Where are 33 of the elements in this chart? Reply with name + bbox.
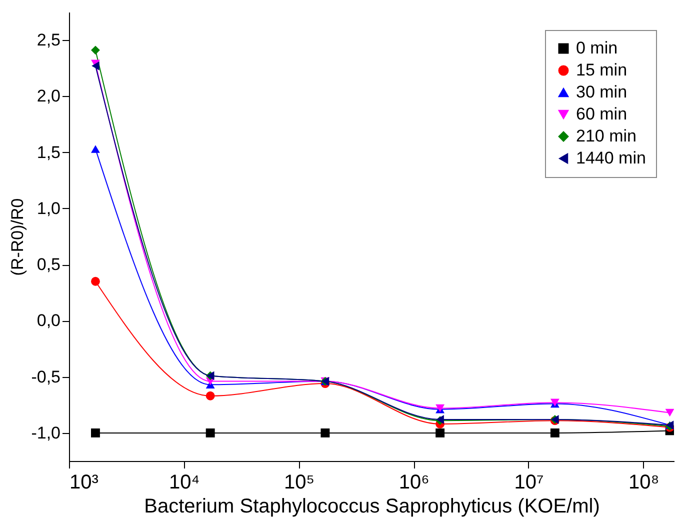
- x-tick-label: 10⁶: [398, 472, 430, 494]
- x-tick-label: 10³: [70, 472, 99, 494]
- point: [206, 391, 215, 400]
- y-tick-label: 1,5: [36, 142, 60, 162]
- point: [206, 428, 215, 438]
- x-tick-label: 10⁴: [168, 472, 200, 494]
- y-tick-label: -0,5: [31, 367, 60, 386]
- point: [91, 145, 100, 153]
- point: [91, 276, 100, 286]
- y-tick-label: 2,0: [36, 86, 60, 106]
- point: [550, 428, 560, 438]
- y-tick-label: 1,0: [36, 198, 60, 218]
- point: [320, 428, 330, 438]
- point: [91, 428, 100, 438]
- x-tick-label: 10⁵: [284, 472, 314, 494]
- x-tick-label: 10⁷: [514, 472, 544, 494]
- legend-label: 15 min: [576, 60, 628, 80]
- point: [92, 61, 100, 70]
- point: [665, 408, 674, 417]
- legend-label: 1440 min: [576, 148, 646, 168]
- y-tick-label: 2,5: [36, 30, 60, 50]
- y-axis-title: (R-R0)/R0: [8, 198, 28, 276]
- point: [436, 428, 445, 438]
- x-tick-label: 10⁸: [628, 472, 660, 494]
- y-tick-label: -1,0: [31, 423, 60, 442]
- y-tick-label: 0,5: [36, 255, 60, 274]
- legend-label: 210 min: [576, 126, 636, 146]
- point: [91, 46, 100, 55]
- legend-label: 60 min: [576, 104, 628, 124]
- y-tick-label: 0,0: [36, 311, 60, 330]
- legend-label: 30 min: [576, 82, 628, 102]
- x-axis-title: Bacterium Staphylococcus Saprophyticus (KOE/ml): [144, 496, 600, 518]
- legend-label: 0 min: [576, 38, 618, 58]
